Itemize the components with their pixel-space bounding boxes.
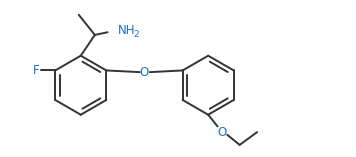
Text: O: O: [140, 66, 149, 79]
Text: O: O: [218, 126, 227, 139]
Text: NH: NH: [117, 24, 135, 37]
Text: 2: 2: [134, 30, 139, 39]
Text: F: F: [33, 64, 40, 77]
